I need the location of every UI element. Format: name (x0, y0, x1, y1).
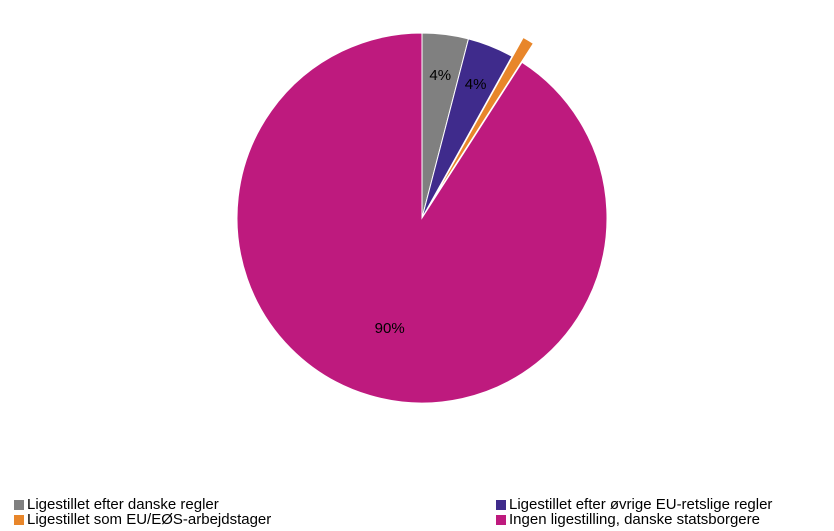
pie-data-labels: 4%4%1%90% (375, 67, 487, 337)
legend-left-column: Ligestillet efter danske regler Ligestil… (14, 497, 271, 527)
data-label-0: 4% (429, 67, 451, 84)
pie-chart: 4%4%1%90% (236, 32, 608, 404)
legend-swatch (496, 499, 506, 510)
legend-swatch (496, 514, 506, 525)
legend-label: Ligestillet efter øvrige EU-retslige reg… (509, 496, 773, 513)
pie-slices (236, 32, 608, 404)
legend-item-danske-regler: Ligestillet efter danske regler (14, 497, 271, 512)
legend-item-ovrige-eu-regler: Ligestillet efter øvrige EU-retslige reg… (496, 497, 772, 512)
legend-swatch (14, 514, 24, 525)
data-label-1: 4% (465, 76, 487, 93)
legend-label: Ingen ligestilling, danske statsborgere (509, 511, 760, 528)
legend-label: Ligestillet som EU/EØS-arbejdstager (27, 511, 272, 528)
legend-right-column: Ligestillet efter øvrige EU-retslige reg… (496, 497, 772, 527)
legend-item-eu-eos-arbejdstager: Ligestillet som EU/EØS-arbejdstager (14, 512, 271, 527)
pie-slice-2 (432, 36, 535, 200)
legend-swatch (14, 499, 24, 510)
legend-label: Ligestillet efter danske regler (27, 496, 219, 513)
pie-slice-1 (421, 38, 513, 219)
data-label-3: 90% (375, 320, 405, 337)
pie-slice-3 (236, 32, 608, 404)
legend-item-ingen-ligestilling: Ingen ligestilling, danske statsborgere (496, 512, 772, 527)
